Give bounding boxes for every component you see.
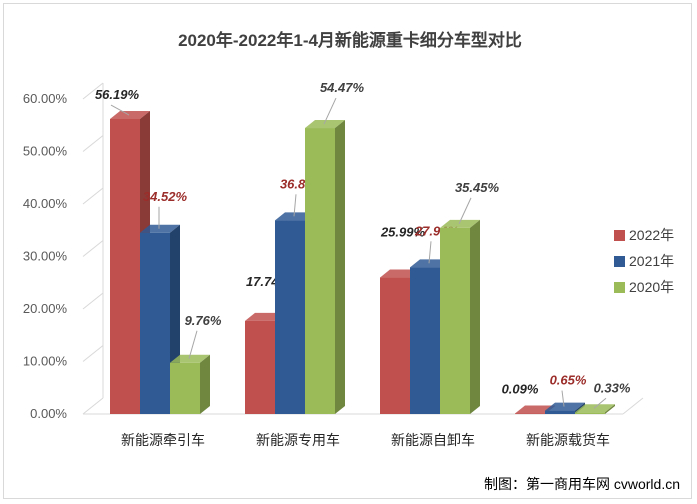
label-leader bbox=[593, 397, 607, 409]
label-leader bbox=[458, 197, 472, 225]
y-gridline-stub bbox=[82, 135, 104, 152]
plot-area: 0.00% 10.00% 20.00% 30.00% 40.00% 50.00% 60.00… bbox=[23, 80, 644, 448]
y-tick-label: 50.00% bbox=[23, 144, 68, 159]
credit-note: 制图：第一商用车网 cvworld.cn bbox=[484, 476, 680, 492]
bar-front bbox=[575, 412, 605, 414]
y-tick-label: 40.00% bbox=[23, 196, 68, 211]
bar bbox=[305, 120, 345, 414]
y-tick-label: 20.00% bbox=[23, 301, 68, 316]
y-gridline-stub bbox=[82, 240, 104, 257]
data-label: 9.76% bbox=[185, 313, 222, 328]
label-leader bbox=[561, 390, 565, 407]
bar-front bbox=[170, 362, 200, 414]
data-label: 34.52% bbox=[143, 189, 188, 204]
category-label: 新能源专用车 bbox=[256, 432, 340, 448]
bar bbox=[575, 404, 615, 414]
bar-front bbox=[275, 220, 305, 414]
category-label: 新能源牵引车 bbox=[121, 432, 205, 448]
data-label: 56.19% bbox=[95, 87, 140, 102]
label-leader bbox=[428, 241, 432, 264]
bar bbox=[440, 219, 480, 414]
bar-front bbox=[545, 410, 575, 414]
legend-swatch bbox=[614, 256, 625, 267]
data-label: 0.33% bbox=[594, 380, 631, 395]
legend-swatch bbox=[614, 230, 625, 241]
bar-top bbox=[440, 219, 480, 228]
bar-front bbox=[305, 128, 335, 414]
bar-top bbox=[305, 120, 345, 129]
data-label: 35.45% bbox=[455, 180, 500, 195]
bar-top bbox=[140, 224, 180, 233]
label-leader bbox=[323, 97, 337, 125]
bar-front bbox=[410, 267, 440, 414]
bar-side bbox=[605, 404, 615, 414]
y-gridline-stub bbox=[82, 82, 104, 100]
legend-label: 2021年 bbox=[629, 253, 674, 269]
y-tick-label: 10.00% bbox=[23, 354, 68, 369]
bar-top bbox=[110, 111, 150, 120]
label-leader bbox=[188, 330, 198, 359]
data-label: 0.09% bbox=[502, 382, 539, 397]
bar-front bbox=[380, 277, 410, 414]
y-tick-label: 30.00% bbox=[23, 249, 68, 264]
bar-front bbox=[440, 227, 470, 414]
legend-label: 2022年 bbox=[629, 227, 674, 243]
bar-side bbox=[200, 354, 210, 414]
y-gridline-stub bbox=[82, 187, 104, 205]
data-label: 54.47% bbox=[320, 80, 365, 95]
bar-side bbox=[470, 219, 480, 414]
bar bbox=[170, 354, 210, 414]
chart-title: 2020年-2022年1-4月新能源重卡细分车型对比 bbox=[178, 30, 522, 50]
bar-front bbox=[110, 119, 140, 414]
bar-top bbox=[170, 354, 210, 363]
bar-front bbox=[140, 232, 170, 414]
legend: 2022年 2021年 2020年 bbox=[614, 227, 674, 295]
bar-front bbox=[245, 320, 275, 414]
bar-top bbox=[575, 404, 615, 413]
category-label: 新能源自卸车 bbox=[391, 432, 475, 448]
label-leader bbox=[293, 194, 297, 217]
bar-top bbox=[545, 402, 585, 411]
category-label: 新能源载货车 bbox=[526, 432, 610, 448]
y-gridline-stub bbox=[82, 397, 104, 415]
y-gridline-stub bbox=[82, 292, 104, 310]
data-label: 0.65% bbox=[550, 373, 587, 388]
bar-side bbox=[335, 120, 345, 414]
y-tick-label: 0.00% bbox=[30, 406, 67, 421]
floor-edge bbox=[622, 397, 644, 415]
y-tick-label: 60.00% bbox=[23, 91, 68, 106]
data-label: 25.99% bbox=[380, 225, 426, 240]
label-leader bbox=[110, 104, 130, 116]
legend-swatch bbox=[614, 282, 625, 293]
bar-front bbox=[515, 413, 545, 415]
legend-label: 2020年 bbox=[629, 279, 674, 295]
y-gridline-stub bbox=[82, 345, 104, 362]
